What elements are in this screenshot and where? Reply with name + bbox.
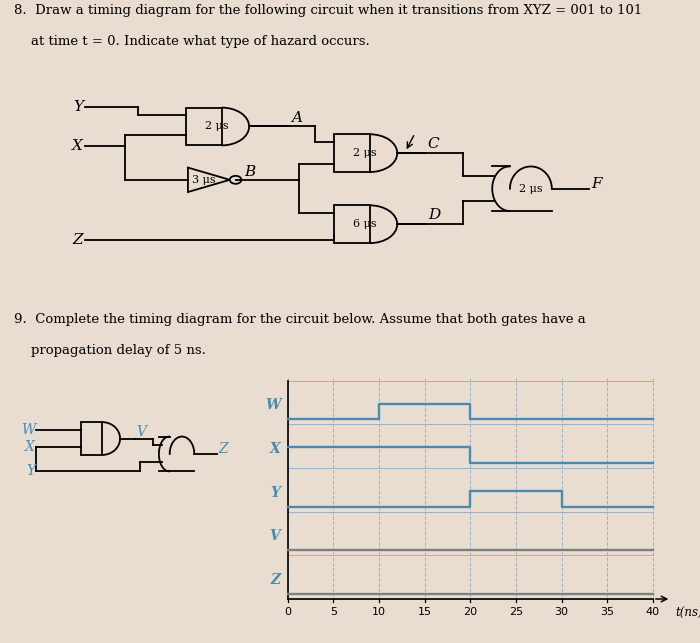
Text: X: X <box>72 140 83 154</box>
Text: W: W <box>21 423 35 437</box>
Text: Z: Z <box>270 573 281 587</box>
Text: X: X <box>25 440 35 454</box>
Text: 30: 30 <box>554 607 568 617</box>
Text: 40: 40 <box>646 607 660 617</box>
Text: B: B <box>244 165 256 179</box>
Text: F: F <box>591 177 601 191</box>
Text: 0: 0 <box>284 607 291 617</box>
Text: C: C <box>428 137 440 151</box>
Text: A: A <box>291 111 302 125</box>
Text: 6 μs: 6 μs <box>353 219 377 230</box>
Text: Z: Z <box>218 442 228 457</box>
Text: propagation delay of 5 ns.: propagation delay of 5 ns. <box>14 344 206 357</box>
Text: Y: Y <box>74 100 83 114</box>
Text: Y: Y <box>271 485 281 500</box>
Text: t(ns): t(ns) <box>676 607 700 620</box>
Text: D: D <box>428 208 440 222</box>
Text: 3 μs: 3 μs <box>192 175 216 185</box>
Text: X: X <box>270 442 281 456</box>
Text: V: V <box>270 529 281 543</box>
Text: 9.  Complete the timing diagram for the circuit below. Assume that both gates ha: 9. Complete the timing diagram for the c… <box>14 313 586 326</box>
Text: 25: 25 <box>509 607 523 617</box>
Text: Z: Z <box>73 233 83 247</box>
Text: 2 μs: 2 μs <box>205 122 228 132</box>
Text: 20: 20 <box>463 607 477 617</box>
Text: Y: Y <box>26 464 35 478</box>
Text: 2 μs: 2 μs <box>353 148 377 158</box>
Text: 15: 15 <box>418 607 432 617</box>
Text: 35: 35 <box>601 607 615 617</box>
Text: W: W <box>265 398 281 412</box>
Text: 8.  Draw a timing diagram for the following circuit when it transitions from XYZ: 8. Draw a timing diagram for the followi… <box>14 5 642 17</box>
Text: 10: 10 <box>372 607 386 617</box>
Text: 2 μs: 2 μs <box>519 184 542 194</box>
Text: at time t = 0. Indicate what type of hazard occurs.: at time t = 0. Indicate what type of haz… <box>14 35 370 48</box>
Text: V: V <box>136 424 146 439</box>
Text: 5: 5 <box>330 607 337 617</box>
